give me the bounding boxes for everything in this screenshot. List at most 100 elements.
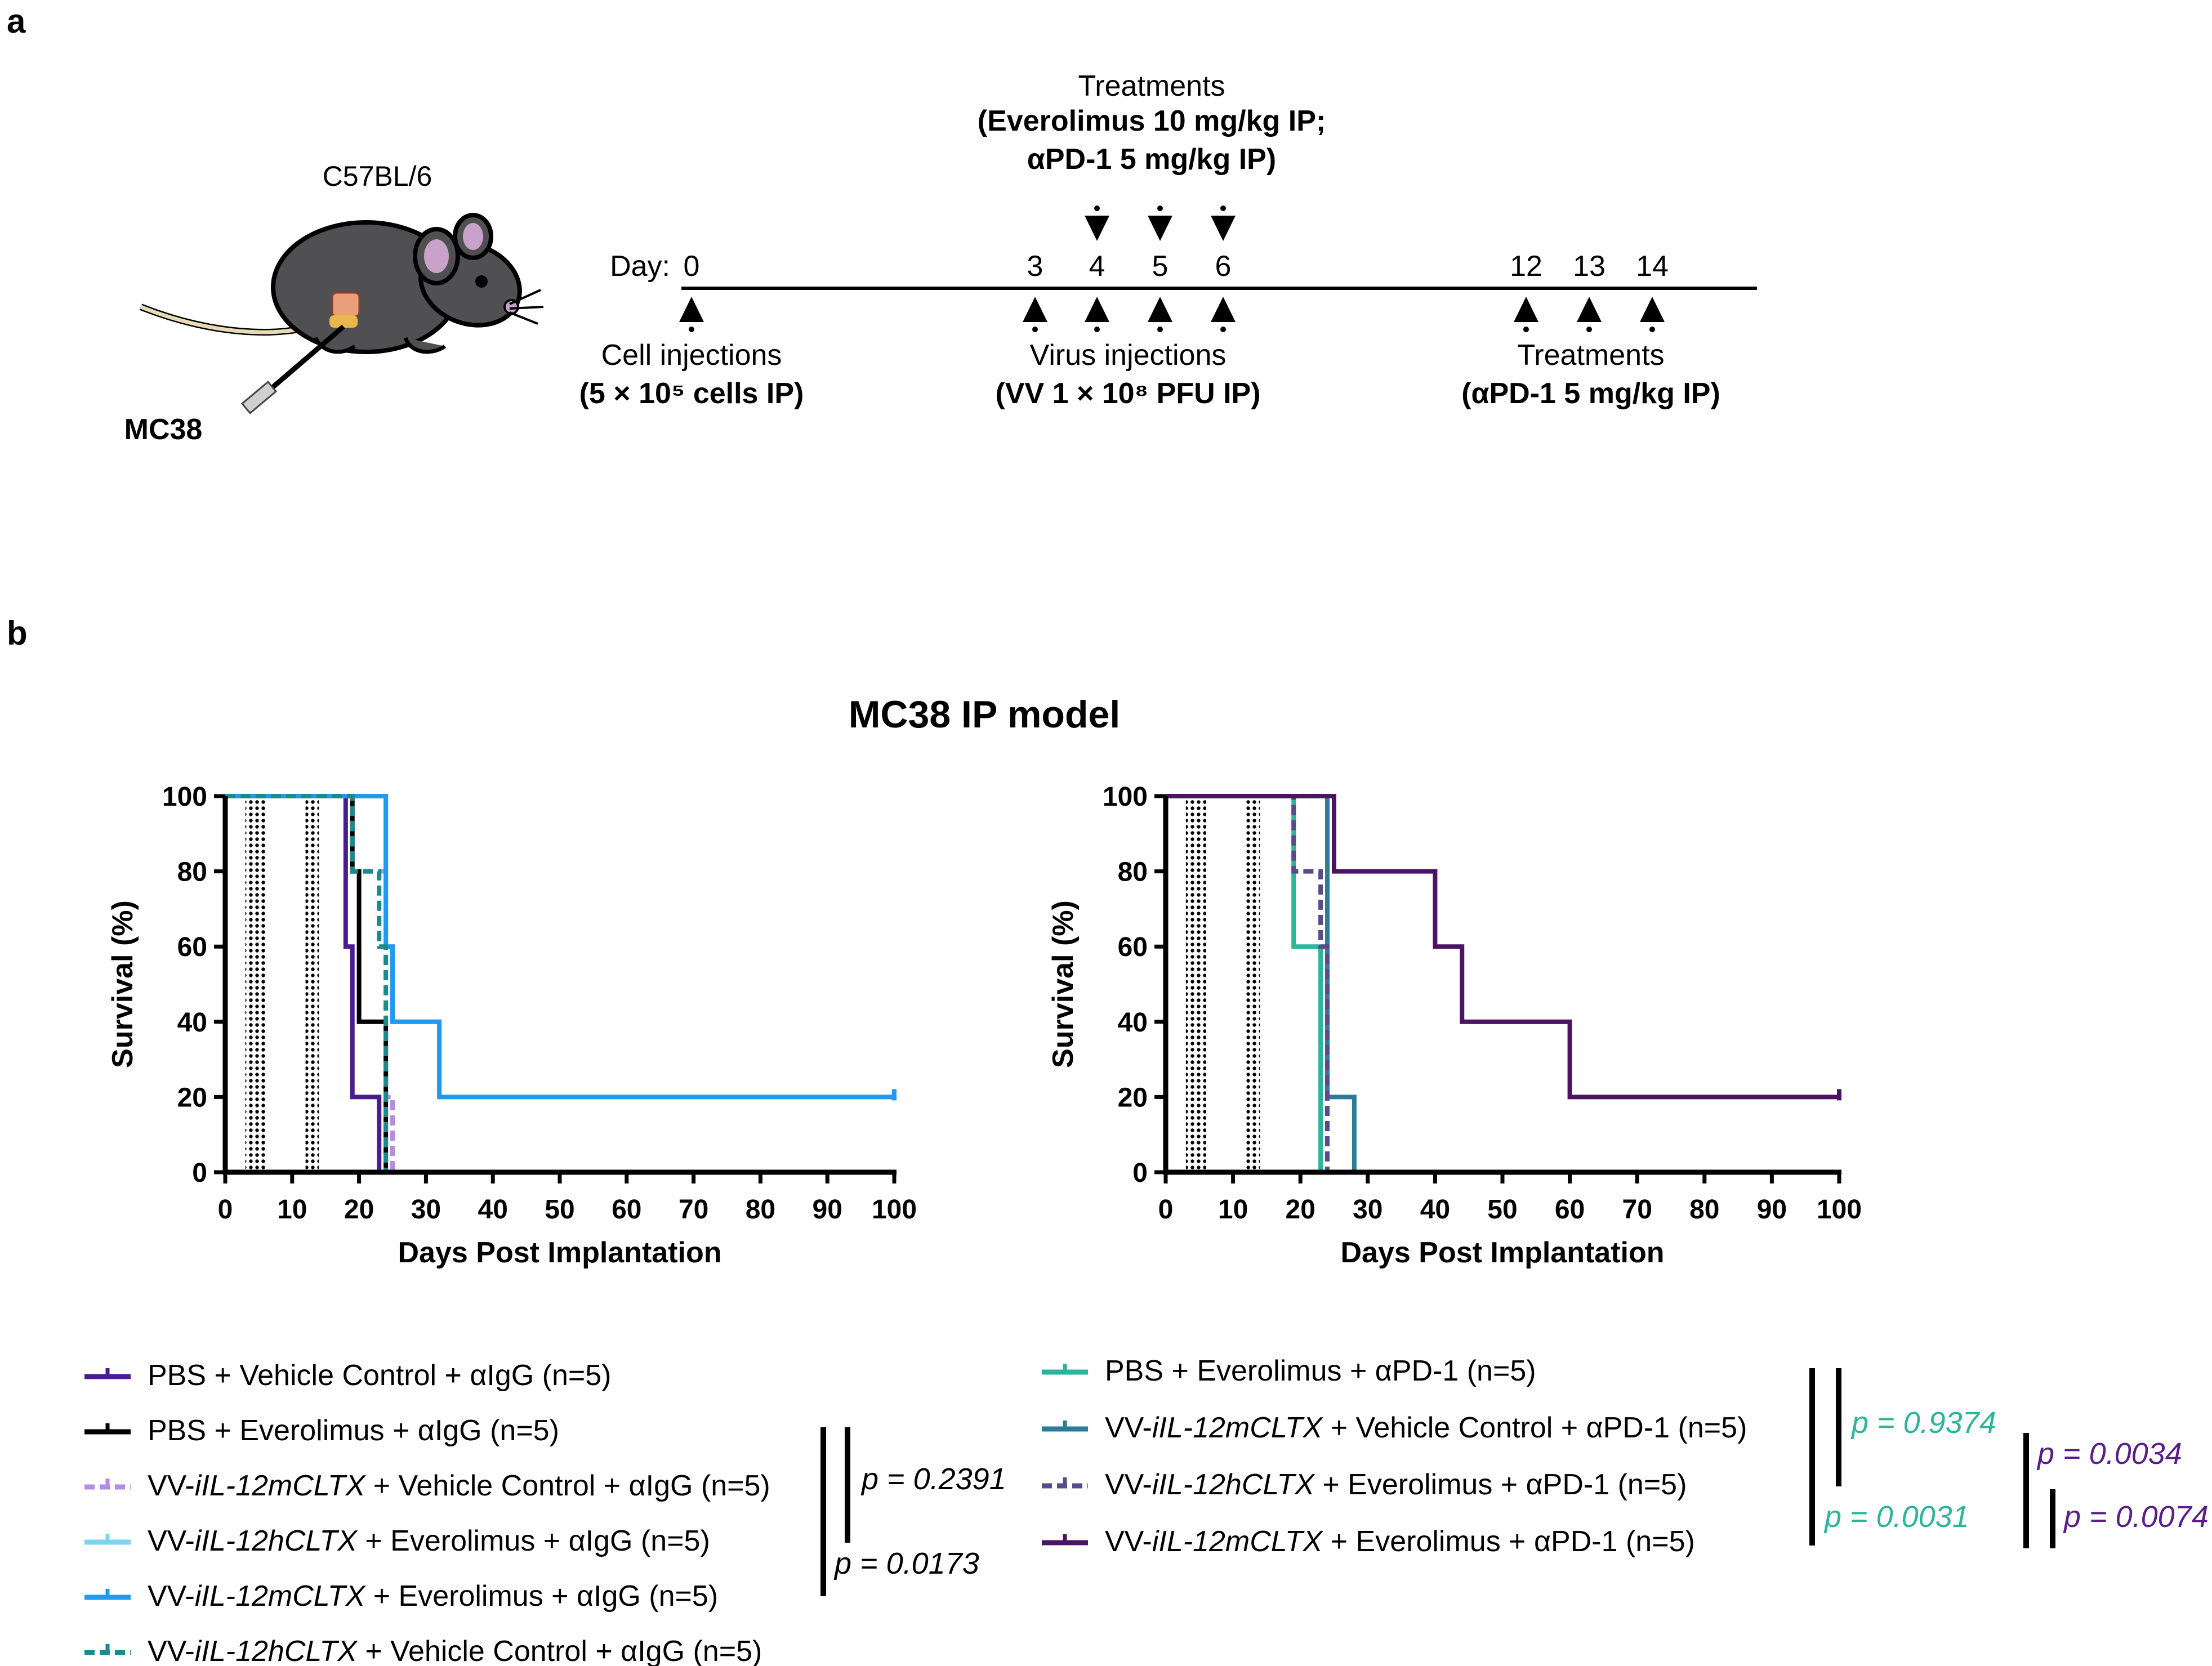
- pvalue-left-1: p = 0.2391: [860, 1462, 1006, 1496]
- day-tick-0: 0: [684, 250, 700, 283]
- x-axis-title: Days Post Implantation: [1341, 1236, 1665, 1269]
- treatment-top-line1: (Everolimus 10 mg/kg IP;: [978, 105, 1326, 137]
- pvalue-brackets-right: p = 0.9374 p = 0.0031 p = 0.0034 p = 0.0…: [1809, 1368, 2209, 1548]
- pvalue-right-2: p = 0.0031: [1823, 1500, 1969, 1534]
- legend-item-1: PBS + Vehicle Control + αIgG (n=5): [84, 1359, 612, 1392]
- treatment-band-1: [1185, 796, 1206, 1172]
- cell-injection-detail: (5 × 10⁵ cells IP): [579, 377, 804, 410]
- legend-label: VV-iIL-12mCLTX + Everolimus + αIgG (n=5): [148, 1580, 718, 1613]
- survival-chart-right: 0 10 20 30 40 50 60 70 80 90 100 0 20 40 60 80 100 Days P…: [1047, 782, 1862, 1269]
- legend-item-2: PBS + Everolimus + αIgG (n=5): [84, 1414, 559, 1447]
- pvalue-right-1: p = 0.9374: [1850, 1406, 1996, 1440]
- legend-label: VV-iIL-12hCLTX + Everolimus + αPD-1 (n=5…: [1105, 1468, 1687, 1501]
- legend-label: PBS + Vehicle Control + αIgG (n=5): [148, 1359, 612, 1392]
- treatment-bottom-title: Treatments: [1517, 339, 1664, 372]
- y-axis-title: Survival (%): [106, 900, 139, 1068]
- day-tick-4: 4: [1089, 250, 1105, 283]
- y-tick-label-80: 80: [1118, 857, 1148, 887]
- treatment-top-title: Treatments: [1078, 70, 1225, 102]
- legend-label: VV-iIL-12mCLTX + Vehicle Control + αPD-1…: [1105, 1412, 1747, 1444]
- treatment-top-arrow-2: [1148, 206, 1172, 241]
- y-tick-label-100: 100: [162, 782, 207, 812]
- legend-item-5: VV-iIL-12mCLTX + Everolimus + αIgG (n=5): [84, 1580, 718, 1613]
- y-tick-label-60: 60: [177, 932, 207, 962]
- x-tick-label-80: 80: [1689, 1195, 1719, 1225]
- tumor-label: MC38: [124, 413, 203, 446]
- x-tick-label-40: 40: [478, 1195, 508, 1225]
- virus-injection-arrow-2: [1085, 297, 1109, 332]
- survival-curve-6: [225, 794, 389, 1172]
- legend-label: PBS + Everolimus + αIgG (n=5): [148, 1414, 559, 1447]
- mouse-illustration: [139, 213, 544, 414]
- x-tick-label-0: 0: [1158, 1195, 1174, 1225]
- x-tick-label-90: 90: [1757, 1195, 1787, 1225]
- treatment-bottom-detail: (αPD-1 5 mg/kg IP): [1461, 377, 1720, 410]
- day-tick-13: 13: [1573, 250, 1606, 283]
- y-axis-title: Survival (%): [1047, 900, 1080, 1068]
- pvalue-right-3: p = 0.0034: [2036, 1437, 2182, 1471]
- treatment-band-1: [245, 796, 266, 1172]
- survival-curve-4: [225, 794, 894, 1100]
- cell-injection-arrow: [679, 297, 704, 332]
- timeline-arrows: [679, 206, 1665, 332]
- panel-b-label: b: [7, 614, 28, 652]
- panel-a-label: a: [7, 2, 26, 40]
- x-tick-label-10: 10: [1218, 1195, 1248, 1225]
- legend-left: PBS + Vehicle Control + αIgG (n=5) PBS + …: [84, 1359, 770, 1666]
- y-tick-label-20: 20: [1118, 1083, 1148, 1113]
- strain-label: C57BL/6: [323, 160, 432, 192]
- x-tick-label-20: 20: [344, 1195, 374, 1225]
- survival-chart-left: 0 10 20 30 40 50 60 70 80 90 100 0 20 40 60 80 100 Days P…: [106, 782, 917, 1269]
- x-tick-label-20: 20: [1286, 1195, 1315, 1225]
- virus-injection-arrow-3: [1148, 297, 1172, 332]
- pvalue-left-2: p = 0.0173: [833, 1547, 979, 1580]
- day-tick-5: 5: [1152, 250, 1169, 283]
- day-ticks: 0 3 4 5 6 12 13 14: [684, 250, 1669, 283]
- legend-right: PBS + Everolimus + αPD-1 (n=5) VV-iIL-12m…: [1042, 1355, 1747, 1558]
- virus-injection-arrow-1: [1023, 297, 1047, 332]
- survival-curve-5: [225, 794, 894, 1100]
- day-tick-6: 6: [1215, 250, 1232, 283]
- y-tick-label-100: 100: [1103, 782, 1148, 812]
- legend-label: VV-iIL-12mCLTX + Vehicle Control + αIgG …: [148, 1470, 770, 1502]
- legend-item-4: VV-iIL-12mCLTX + Everolimus + αPD-1 (n=5…: [1042, 1525, 1695, 1558]
- treatment-bottom-arrow-2: [1577, 297, 1602, 332]
- panel-b-title: MC38 IP model: [849, 693, 1120, 736]
- x-tick-label-40: 40: [1420, 1195, 1450, 1225]
- treatment-top-arrow-3: [1211, 206, 1236, 241]
- x-tick-label-10: 10: [277, 1195, 307, 1225]
- x-tick-label-60: 60: [612, 1195, 641, 1225]
- survival-curve-4: [1166, 794, 1839, 1100]
- virus-injection-title: Virus injections: [1030, 339, 1227, 372]
- legend-item-6: VV-iIL-12hCLTX + Vehicle Control + αIgG …: [84, 1635, 762, 1666]
- x-tick-label-100: 100: [872, 1195, 917, 1225]
- y-tick-label-60: 60: [1118, 932, 1148, 962]
- x-tick-label-70: 70: [1622, 1195, 1652, 1225]
- cell-injection-title: Cell injections: [601, 339, 782, 372]
- x-tick-label-0: 0: [218, 1195, 233, 1225]
- y-tick-label-0: 0: [192, 1158, 207, 1188]
- y-tick-label-40: 40: [1118, 1008, 1148, 1038]
- legend-item-4: VV-iIL-12hCLTX + Everolimus + αIgG (n=5): [84, 1525, 710, 1557]
- day-tick-14: 14: [1636, 250, 1669, 283]
- pvalue-brackets-left: p = 0.2391 p = 0.0173: [820, 1427, 1006, 1596]
- x-tick-label-80: 80: [746, 1195, 775, 1225]
- treatment-band-2: [1246, 796, 1260, 1172]
- x-tick-label-70: 70: [679, 1195, 708, 1225]
- y-tick-label-80: 80: [177, 857, 207, 887]
- treatment-bottom-arrow-1: [1514, 297, 1538, 332]
- legend-item-1: PBS + Everolimus + αPD-1 (n=5): [1042, 1355, 1536, 1387]
- y-tick-label-40: 40: [177, 1008, 207, 1038]
- x-tick-label-50: 50: [1487, 1195, 1517, 1225]
- x-tick-label-90: 90: [813, 1195, 842, 1225]
- x-tick-label-30: 30: [411, 1195, 441, 1225]
- x-tick-label-50: 50: [545, 1195, 574, 1225]
- legend-item-3: VV-iIL-12mCLTX + Vehicle Control + αIgG …: [84, 1470, 770, 1502]
- y-tick-label-20: 20: [177, 1083, 207, 1113]
- x-tick-label-60: 60: [1555, 1195, 1585, 1225]
- legend-item-3: VV-iIL-12hCLTX + Everolimus + αPD-1 (n=5…: [1042, 1468, 1687, 1501]
- legend-item-2: VV-iIL-12mCLTX + Vehicle Control + αPD-1…: [1042, 1412, 1747, 1444]
- treatment-band-2: [305, 796, 319, 1172]
- legend-label: VV-iIL-12hCLTX + Everolimus + αIgG (n=5): [148, 1525, 710, 1557]
